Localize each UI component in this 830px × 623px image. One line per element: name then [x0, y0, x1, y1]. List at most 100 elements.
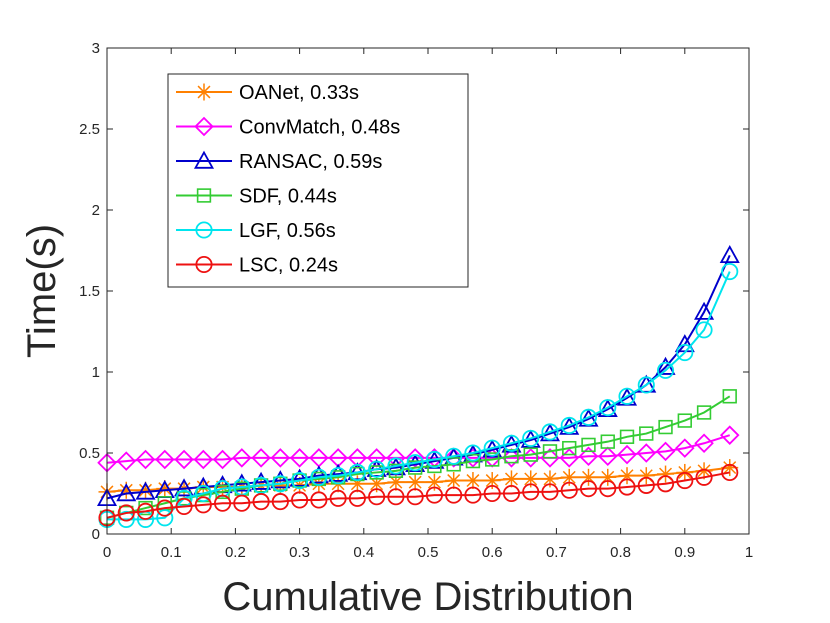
data-point	[252, 493, 270, 511]
x-tick-label: 0.2	[225, 544, 246, 561]
data-point	[694, 433, 714, 454]
legend-label: ConvMatch, 0.48s	[239, 117, 400, 139]
legend-entry: RANSAC, 0.59s	[176, 150, 382, 173]
data-point	[696, 405, 712, 420]
data-point	[445, 472, 463, 490]
legend-marker	[196, 188, 212, 203]
data-point	[291, 471, 309, 490]
data-point	[445, 486, 463, 504]
x-tick-label: 0.3	[289, 544, 310, 561]
legend-label: RANSAC, 0.59s	[239, 151, 382, 173]
legend-marker	[195, 83, 213, 101]
data-point	[485, 452, 500, 467]
axis-ticks: 0 0.1 0.2 0.3 0.4 0.5 0.6 0.7 0.8 0.9 1 0 0.5 1 1.5 2 2.…	[79, 40, 753, 561]
data-point	[502, 470, 520, 488]
data-point	[560, 468, 578, 486]
data-point	[658, 419, 673, 435]
data-point	[522, 470, 540, 488]
data-point	[695, 321, 713, 339]
data-point	[721, 463, 739, 481]
x-tick-label: 1	[745, 544, 753, 561]
data-point	[368, 460, 386, 478]
data-point	[464, 444, 482, 462]
legend-marker	[195, 221, 213, 239]
data-point	[270, 470, 291, 489]
y-tick-label: 3	[92, 40, 100, 57]
data-point	[406, 473, 424, 491]
data-point	[597, 446, 618, 467]
data-point	[176, 491, 192, 506]
legend-entry: OANet, 0.33s	[176, 82, 359, 104]
data-point	[310, 468, 328, 486]
y-tick-label: 2.5	[79, 121, 100, 138]
data-point	[270, 448, 291, 468]
data-point	[308, 465, 329, 484]
data-point	[135, 449, 156, 470]
data-point	[523, 447, 538, 462]
data-point	[156, 480, 174, 498]
y-tick-label: 1	[92, 364, 100, 381]
data-point	[483, 439, 501, 457]
data-point	[328, 463, 349, 482]
data-point	[677, 413, 692, 428]
data-point	[292, 473, 307, 488]
data-point	[637, 476, 655, 494]
legend-marker	[195, 255, 213, 274]
data-point	[116, 483, 137, 502]
data-point	[291, 491, 309, 509]
data-point	[599, 480, 617, 498]
data-point	[194, 496, 212, 514]
data-point	[618, 478, 636, 496]
data-point	[656, 475, 675, 493]
data-point	[425, 486, 443, 504]
legend-label: SDF, 0.44s	[239, 186, 337, 208]
data-point	[600, 434, 615, 449]
data-point	[502, 484, 521, 503]
data-point	[117, 510, 135, 528]
data-point	[233, 494, 251, 512]
legend-label: LGF, 0.56s	[239, 220, 336, 242]
data-point	[310, 491, 328, 509]
data-point	[348, 463, 366, 481]
data-point	[676, 471, 694, 490]
data-point	[155, 449, 175, 470]
data-point	[174, 449, 194, 470]
data-point	[719, 425, 740, 445]
data-point	[214, 494, 232, 512]
data-point	[637, 376, 655, 394]
data-point	[617, 444, 637, 465]
legend-entry: ConvMatch, 0.48s	[176, 117, 400, 139]
data-point	[368, 488, 386, 506]
legend-label: LSC, 0.24s	[239, 255, 338, 277]
data-point	[599, 399, 617, 417]
x-tick-label: 0.1	[161, 544, 182, 561]
y-tick-label: 1.5	[79, 283, 100, 300]
series-line	[106, 434, 731, 464]
legend-box	[167, 73, 469, 288]
data-point	[483, 484, 501, 503]
data-point	[721, 263, 739, 281]
data-point	[522, 483, 540, 501]
data-point	[464, 486, 482, 504]
x-tick-label: 0.9	[674, 544, 695, 561]
data-point	[560, 416, 578, 435]
data-point	[406, 488, 424, 506]
data-point	[135, 481, 156, 500]
data-point	[719, 245, 740, 264]
data-point	[541, 483, 559, 501]
data-point	[579, 480, 598, 498]
data-point	[695, 468, 713, 486]
data-point	[542, 444, 558, 459]
data-point	[233, 478, 251, 496]
data-point	[562, 440, 577, 456]
data-point	[465, 453, 481, 469]
y-tick-label: 0.5	[79, 445, 100, 462]
legend-entry: LGF, 0.56s	[176, 220, 336, 242]
y-axis-label: Time(s)	[20, 224, 64, 358]
legend-entry: SDF, 0.44s	[176, 186, 337, 208]
data-point	[581, 437, 596, 453]
data-point	[722, 389, 737, 404]
data-point	[289, 448, 310, 468]
data-point	[636, 443, 657, 463]
